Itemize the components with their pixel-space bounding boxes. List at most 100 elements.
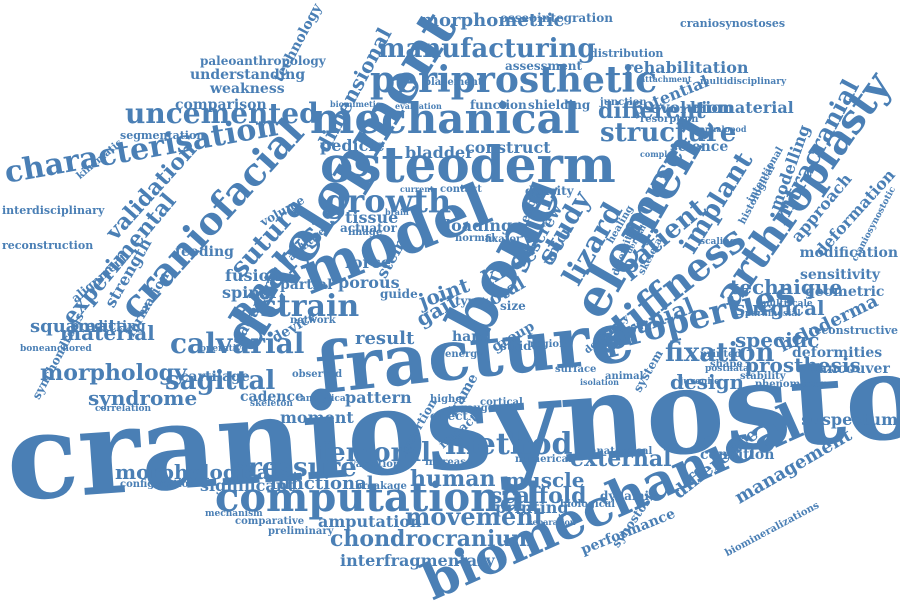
word-phenomenon: phenomenon: [755, 379, 828, 390]
word-resorption: resorption: [640, 114, 699, 125]
word-anatomical: anatomical: [590, 446, 653, 457]
word-animal: animal: [605, 371, 644, 382]
word-method: method: [445, 427, 573, 462]
word-surface: surface: [555, 364, 597, 375]
word-dynamic: dynamic: [600, 489, 657, 503]
word-construct: construct: [465, 138, 551, 157]
word-predicting: predicting: [70, 319, 146, 334]
word-surgical: surgical: [734, 296, 825, 320]
word-different: different: [598, 98, 706, 124]
word-contact: contact: [440, 184, 482, 195]
word-pressure: pressure: [230, 453, 357, 483]
word-amputation: amputation: [318, 512, 422, 531]
word-mechanism: mechanism: [205, 509, 263, 519]
word-separation: separation: [528, 517, 576, 527]
word-multidisciplinary: multidisciplinary: [700, 77, 787, 87]
word-biomineralizations: biomineralizations: [723, 500, 822, 560]
word-force: force: [345, 253, 391, 272]
word-cadence: cadence: [240, 389, 304, 405]
word-craniosynostoses: craniosynostoses: [680, 17, 786, 30]
word-juvenile: juvenile: [680, 377, 720, 387]
word-assessment: assessment: [505, 59, 583, 73]
word-attachment: attachment: [640, 74, 692, 84]
word-muscle: muscle: [505, 468, 585, 492]
word-paramesial: paramesial: [745, 309, 801, 319]
word-functional: functional: [270, 473, 374, 494]
word-guide: guide: [380, 287, 418, 301]
word-preliminary: preliminary: [268, 526, 334, 537]
word-weakness: weakness: [210, 81, 285, 97]
word-interfragmentary: interfragmentary: [340, 551, 495, 570]
word-geometric: geometric: [805, 284, 885, 300]
word-image: image: [348, 227, 383, 238]
word-porous: porous: [338, 273, 400, 292]
word-sensitivity: sensitivity: [800, 267, 881, 283]
word-network: network: [290, 315, 336, 326]
word-variation: variation: [350, 459, 401, 470]
word-sagittal: sagittal: [165, 366, 276, 396]
word-feeding: feeding: [175, 244, 234, 260]
word-current: current: [400, 184, 434, 194]
word-normal: normal: [455, 233, 496, 244]
word-distribution: distribution: [590, 47, 664, 60]
word-fixation: fixation: [665, 338, 775, 368]
word-calvarial: calvarial: [170, 327, 305, 360]
word-uncemented: uncemented: [125, 97, 319, 130]
word-fusion: fusion: [225, 266, 281, 285]
word-technique: technique: [730, 275, 843, 299]
word-biological: biological: [560, 499, 616, 510]
word-partial: partial: [280, 277, 333, 293]
word-biomimetic: biomimetic: [330, 99, 381, 109]
word-gauge: gauge: [460, 403, 495, 414]
word-correlation: correlation: [95, 404, 152, 414]
word-shape: shape: [710, 359, 743, 370]
word-strain: strain: [260, 289, 360, 324]
word-printing: printing: [495, 498, 569, 517]
word-stability: stability: [740, 371, 786, 382]
word-type: type: [455, 294, 484, 308]
word-morphology: morphology: [40, 360, 187, 386]
word-osseointegration: osseointegration: [500, 11, 613, 25]
word-pedicle: pedicle: [320, 136, 385, 155]
word-suspectum: suspectum: [801, 410, 898, 429]
word-cortical: cortical: [480, 397, 523, 408]
word-moment: moment: [280, 408, 354, 427]
word-numerical: numerical: [515, 454, 572, 465]
word-reconstructive: reconstructive: [808, 324, 898, 337]
word-syndrome: syndrome: [88, 386, 198, 410]
word-external: external: [570, 446, 672, 472]
word-placement: placement: [424, 77, 483, 88]
word-function: function: [470, 98, 527, 112]
word-loading: loading: [445, 216, 513, 235]
word-hand: hand: [452, 329, 492, 345]
word-scaffold: scaffold: [490, 483, 587, 509]
word-human: human: [410, 466, 496, 492]
word-squamata: squamata: [30, 316, 129, 337]
word-design: design: [670, 370, 745, 394]
word-shielding: shielding: [528, 98, 591, 112]
word-increase: increase: [425, 457, 473, 468]
word-brain: brain: [385, 207, 409, 217]
word-science: science: [670, 139, 729, 155]
word-biomaterial: biomaterial: [690, 98, 794, 117]
word-isolation: isolation: [580, 377, 619, 387]
word-stride: stride: [500, 339, 540, 353]
word-paleoanthropology: paleoanthropology: [200, 54, 326, 68]
word-analytical: analytical: [300, 394, 350, 404]
word-operative: operative: [200, 344, 248, 354]
word-evaluation: evaluation: [395, 101, 442, 111]
word-complex: complex: [640, 149, 678, 159]
word-chondrocranium: chondrocranium: [330, 526, 535, 552]
word-significant: significant: [200, 476, 295, 495]
word-multiscale: multiscale: [760, 299, 813, 309]
word-postnatal: postnatal: [705, 364, 753, 374]
word-result: result: [355, 328, 415, 349]
word-rehabilitation: rehabilitation: [625, 58, 749, 77]
word-understanding: understanding: [190, 67, 306, 83]
word-femoral: femoral: [318, 438, 432, 468]
word-breakage: breakage: [355, 481, 407, 492]
word-junction: junction: [600, 97, 647, 108]
word-size: size: [500, 299, 526, 313]
word-actuator: actuator: [340, 221, 397, 235]
